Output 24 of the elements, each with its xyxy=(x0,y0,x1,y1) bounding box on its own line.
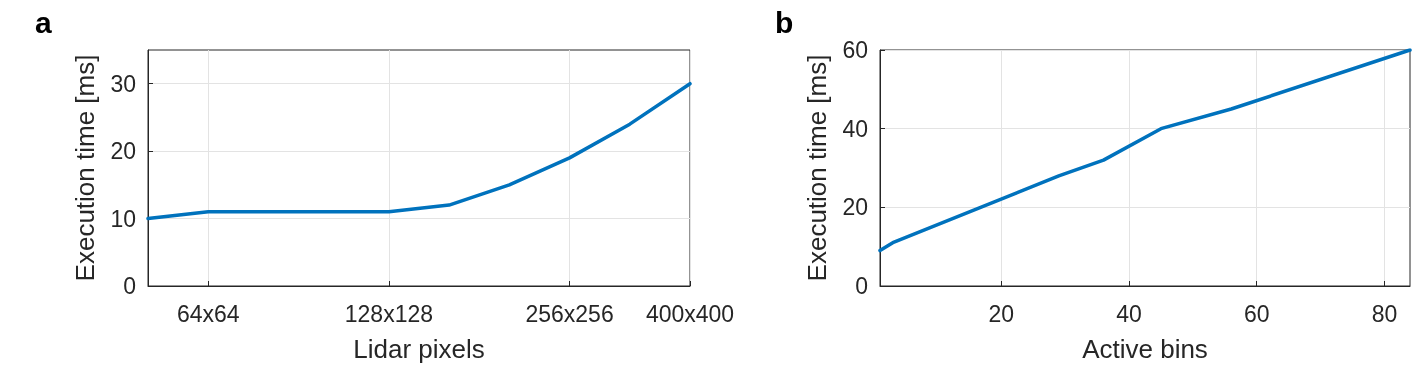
y-tick-label: 60 xyxy=(842,37,868,63)
x-axis-title: Lidar pixels xyxy=(353,334,485,364)
y-tick-label: 40 xyxy=(842,115,868,142)
x-tick-label: 80 xyxy=(1371,300,1398,327)
y-tick-label: 10 xyxy=(110,205,136,232)
x-tick-label: 60 xyxy=(1243,300,1270,327)
x-tick-label: 128x128 xyxy=(344,300,434,327)
chart-title: a xyxy=(35,5,52,39)
x-tick-label: 64x64 xyxy=(176,300,240,327)
y-tick-label: 0 xyxy=(855,273,868,299)
y-tick-label: 0 xyxy=(123,273,136,299)
y-tick-label: 30 xyxy=(110,70,136,97)
line-series xyxy=(878,48,1412,253)
x-tick-label: 400x400 xyxy=(645,300,735,327)
y-tick-label: 20 xyxy=(842,194,868,221)
y-axis-title: Execution time [ms] xyxy=(802,54,832,282)
y-axis-title: Execution time [ms] xyxy=(70,54,100,282)
x-tick-label: 40 xyxy=(1116,300,1142,327)
x-axis-title: Active bins xyxy=(1082,334,1208,364)
chart-title: b xyxy=(775,5,794,39)
x-tick-label: 256x256 xyxy=(525,300,614,327)
y-tick-label: 20 xyxy=(110,138,136,165)
x-tick-label: 20 xyxy=(988,300,1015,327)
line-series xyxy=(146,81,692,221)
